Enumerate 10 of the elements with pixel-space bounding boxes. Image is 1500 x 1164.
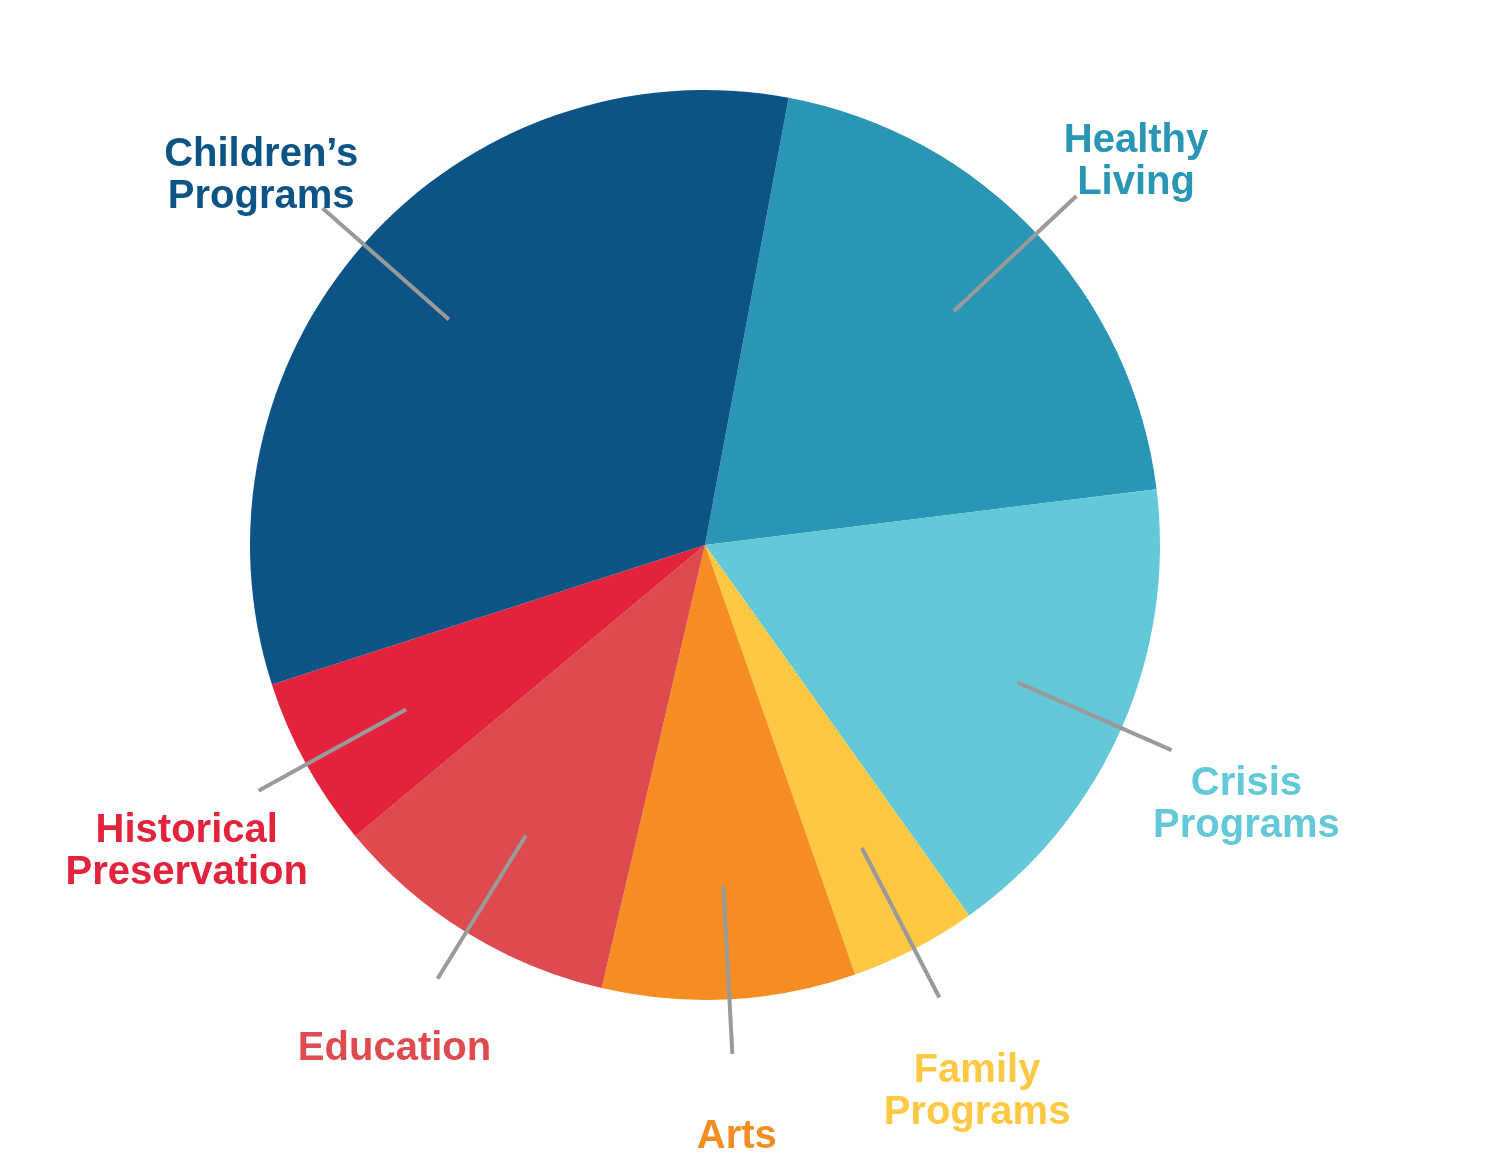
slice-label: Children’s Programs	[164, 129, 359, 216]
slice-label: Historical Preservation	[65, 806, 308, 893]
pie-slice	[355, 545, 705, 989]
slice-label: Crisis Programs	[1153, 759, 1340, 846]
pie-slice	[705, 545, 970, 975]
slice-label: Education	[297, 1024, 492, 1069]
pie-slice	[601, 545, 856, 1000]
slice-label: Healthy Living	[1063, 115, 1210, 202]
slice-label: Arts	[696, 1111, 777, 1156]
slice-label: Family Programs	[883, 1046, 1071, 1133]
